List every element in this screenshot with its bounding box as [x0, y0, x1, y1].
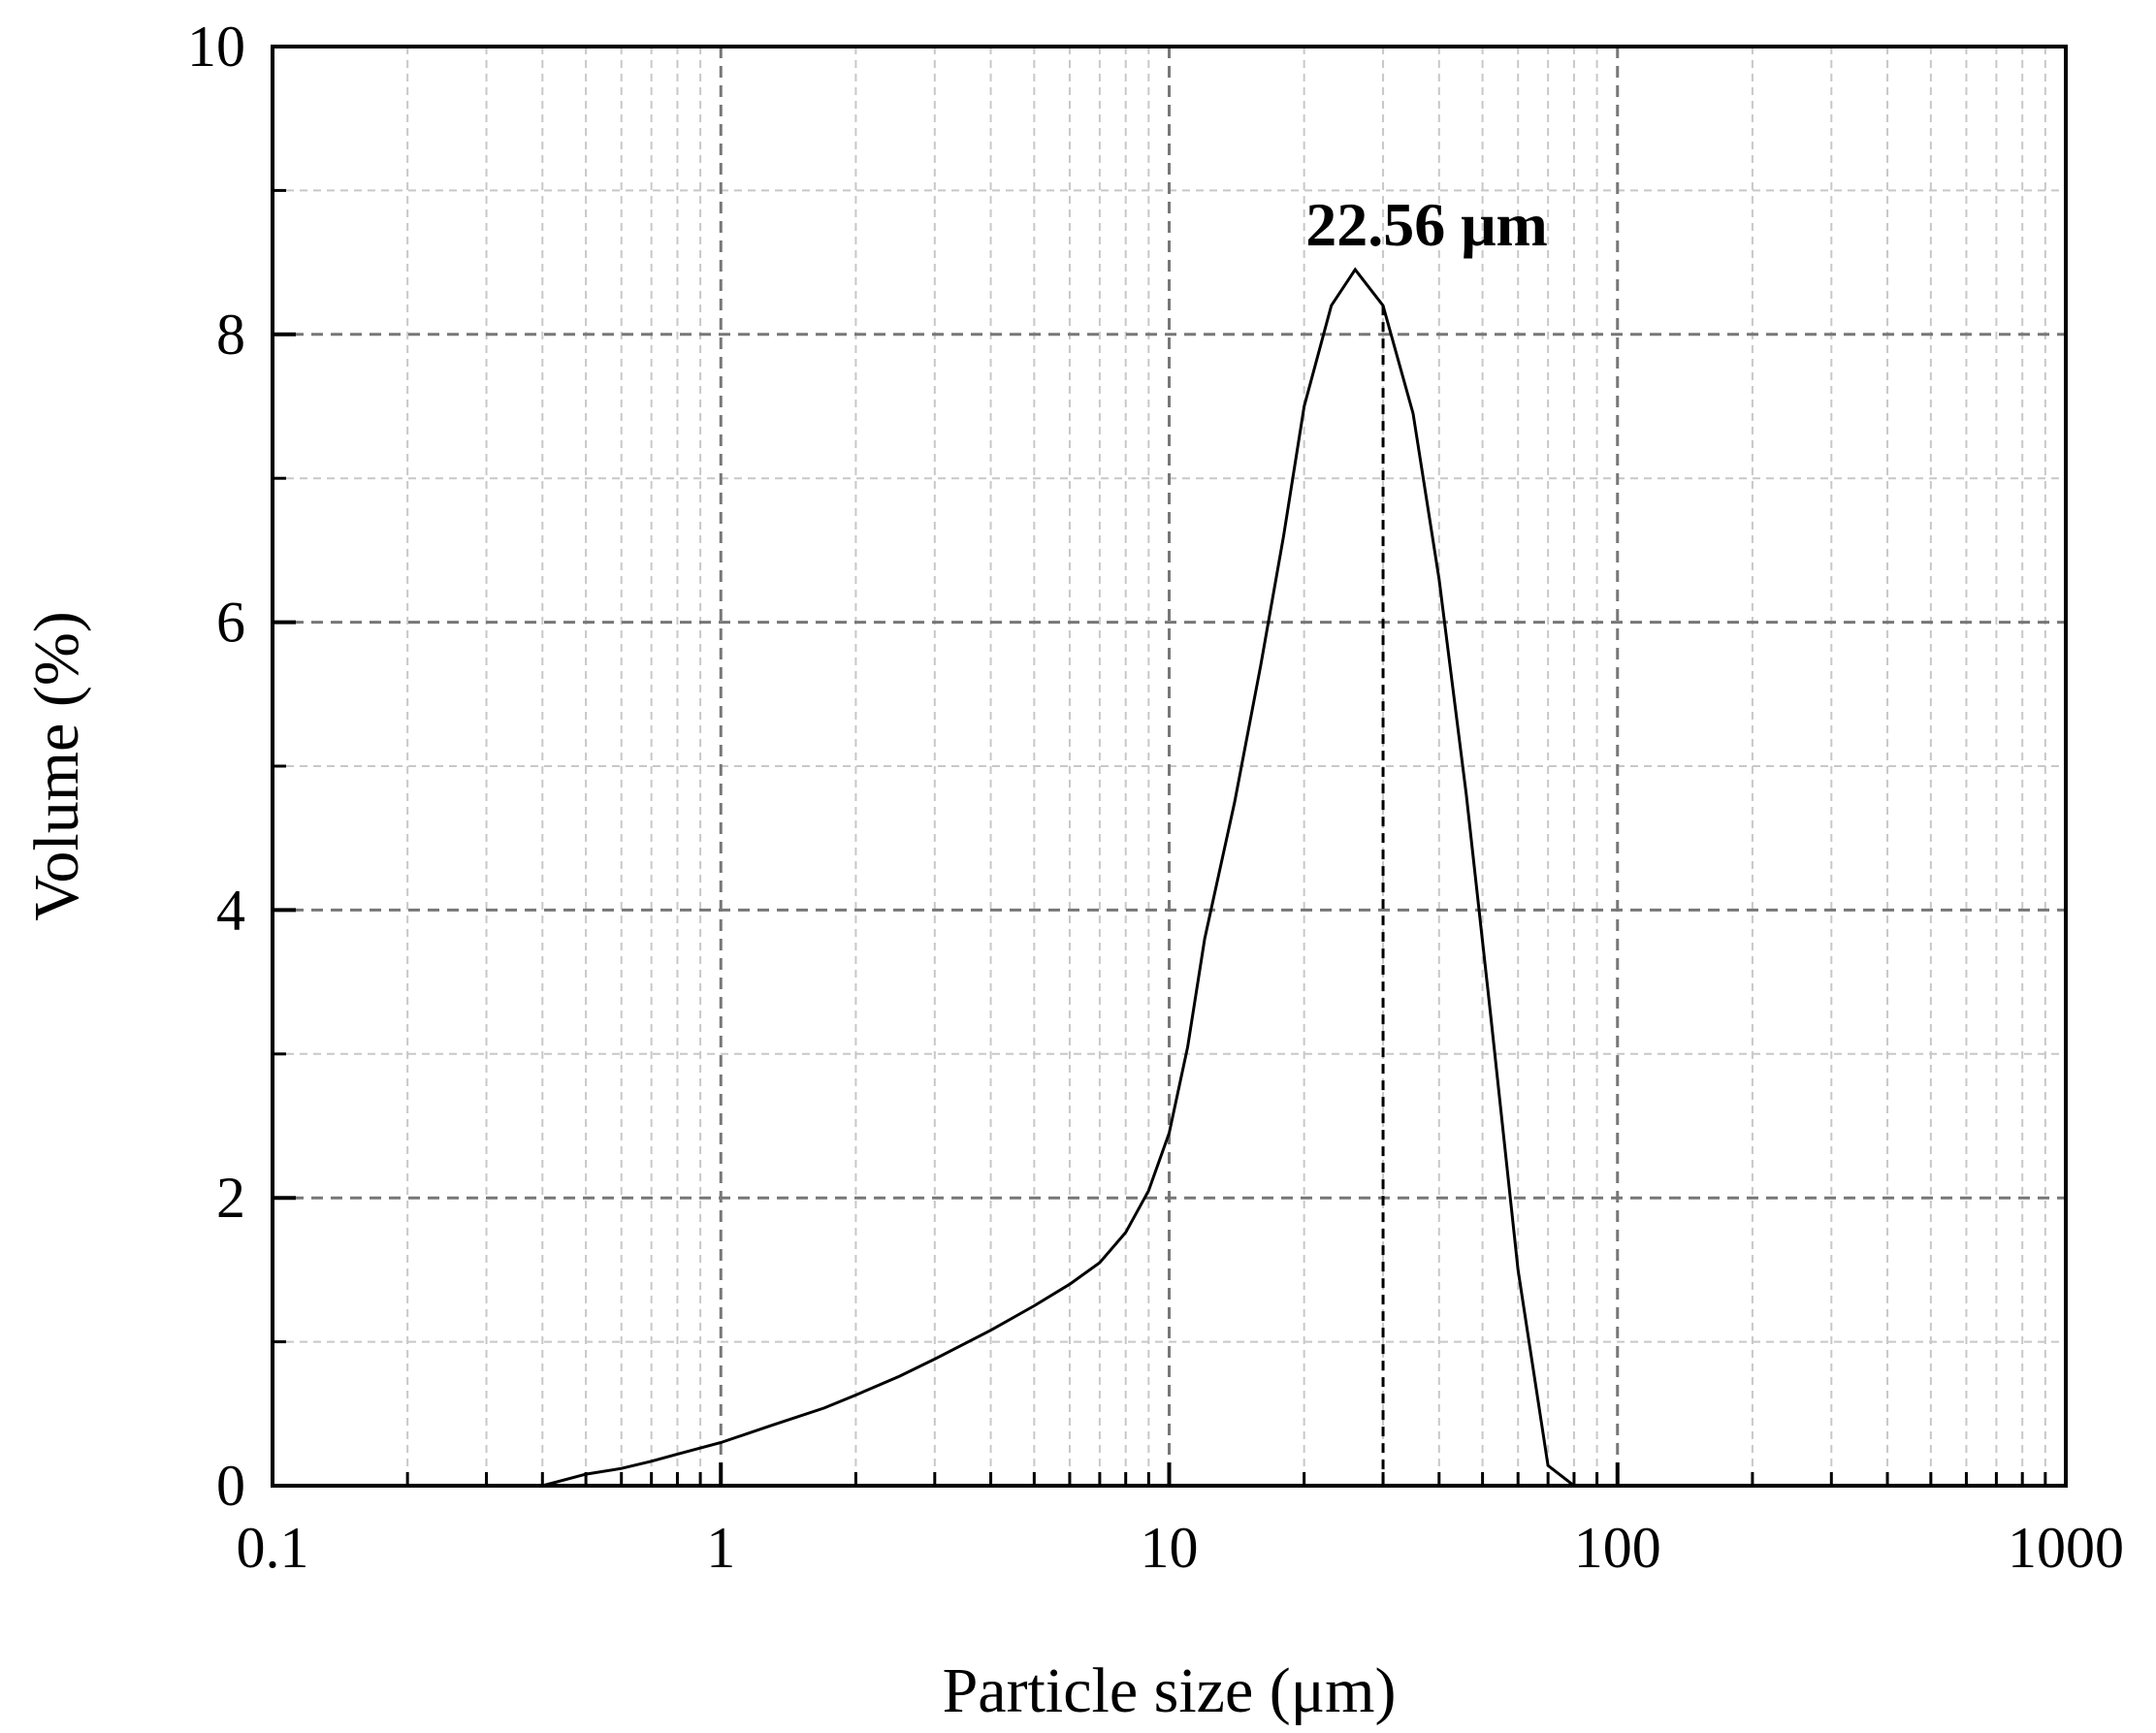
x-tick-labels: 0.1 1 10 100 1000 [237, 1516, 2125, 1580]
x-tick-label: 0.1 [237, 1516, 309, 1580]
size-distribution-line [541, 267, 1597, 1488]
x-tick-label: 100 [1574, 1516, 1661, 1580]
x-axis-title: Particle size (μm) [943, 1655, 1397, 1726]
y-tick-labels: 0 2 4 6 8 10 [187, 15, 245, 1518]
y-tick-label: 2 [216, 1166, 245, 1230]
y-tick-label: 10 [187, 15, 245, 79]
major-grid [273, 47, 2066, 1486]
series-group [541, 267, 1597, 1488]
minor-grid [273, 47, 2066, 1486]
y-axis-title: Volume (%) [21, 611, 92, 921]
x-tick-label: 1 [706, 1516, 735, 1580]
y-tick-label: 8 [216, 303, 245, 367]
y-tick-label: 0 [216, 1454, 245, 1518]
plot-frame [271, 45, 2068, 1488]
x-tick-label: 1000 [2008, 1516, 2124, 1580]
y-tick-label: 6 [216, 591, 245, 655]
x-tick-label: 10 [1141, 1516, 1199, 1580]
peak-annotation-label: 22.56 μm [1305, 190, 1548, 259]
y-tick-label: 4 [216, 878, 245, 942]
